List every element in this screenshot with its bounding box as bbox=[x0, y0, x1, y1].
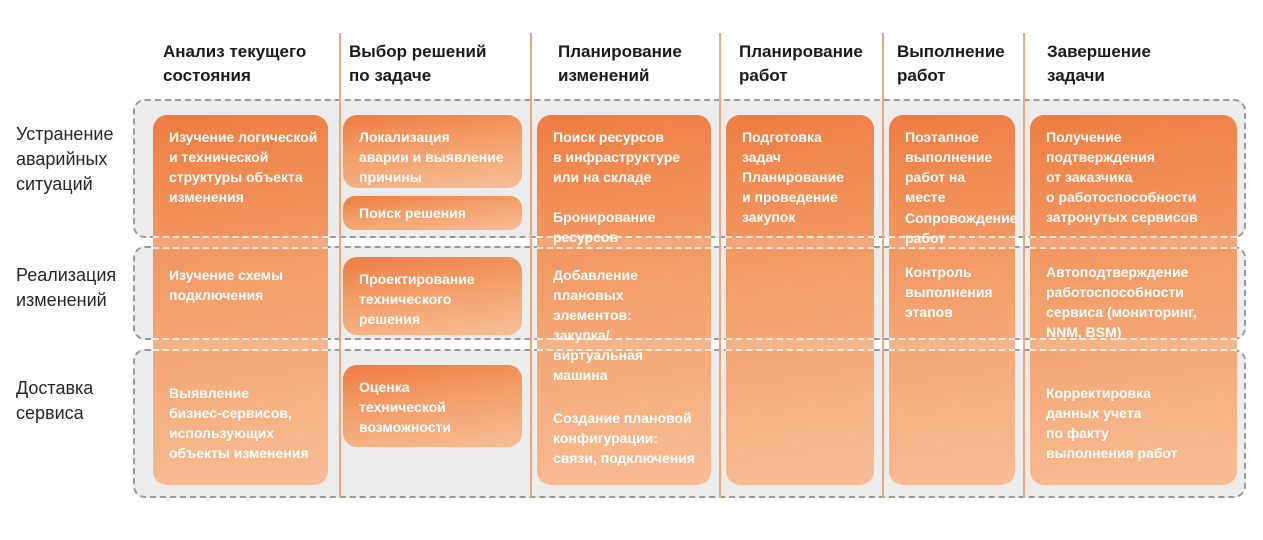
task-text: Подготовка задач bbox=[742, 129, 822, 165]
row-divider-overlay bbox=[153, 338, 328, 351]
row-divider-overlay bbox=[1030, 236, 1237, 249]
task-text: Добавление плановых элементов: закупка/ … bbox=[553, 267, 644, 383]
row-divider-overlay bbox=[726, 338, 874, 351]
row-divider-overlay bbox=[889, 236, 1015, 249]
column-divider bbox=[719, 33, 721, 498]
column-header: Планирование работ bbox=[739, 42, 863, 85]
task-card: Поиск решения bbox=[343, 196, 522, 230]
task-text: Планирование и проведение закупок bbox=[742, 169, 844, 225]
task-text: Создание плановой конфигурации: связи, п… bbox=[553, 410, 696, 466]
column-divider bbox=[882, 33, 884, 498]
row-divider-overlay bbox=[889, 338, 1015, 351]
column-header: Завершение задачи bbox=[1047, 42, 1151, 85]
task-card: Локализация аварии и выявление причины bbox=[343, 115, 522, 188]
task-card: Подготовка задач Планирование и проведен… bbox=[726, 115, 874, 485]
column-divider bbox=[1023, 33, 1025, 498]
task-text: Поэтапное выполнение работ на месте bbox=[905, 129, 993, 205]
task-card: Поэтапное выполнение работ на месте Сопр… bbox=[889, 115, 1015, 485]
column-header: Выбор решений по задаче bbox=[349, 42, 487, 85]
task-text: Изучение логической и технической структ… bbox=[169, 129, 318, 205]
task-card: Получение подтверждения от заказчика о р… bbox=[1030, 115, 1237, 485]
task-card: Изучение логической и технической структ… bbox=[153, 115, 328, 485]
task-text: Выявление бизнес-сервисов, использующих … bbox=[169, 385, 309, 461]
row-divider-overlay bbox=[1030, 338, 1237, 351]
column-divider bbox=[339, 33, 341, 498]
task-text: Изучение схемы подключения bbox=[169, 267, 284, 303]
row-label: Устранение аварийных ситуаций bbox=[16, 124, 114, 194]
column-header: Планирование изменений bbox=[558, 42, 682, 85]
row-label: Реализация изменений bbox=[16, 265, 117, 310]
task-card: Проектирование технического решения bbox=[343, 257, 522, 335]
row-divider-overlay bbox=[537, 338, 711, 351]
task-card: Поиск ресурсов в инфраструктуре или на с… bbox=[537, 115, 711, 485]
task-text: Поиск ресурсов в инфраструктуре или на с… bbox=[553, 129, 681, 185]
task-text: Поиск решения bbox=[359, 205, 466, 221]
column-header: Анализ текущего состояния bbox=[163, 42, 307, 85]
task-text: Получение подтверждения от заказчика о р… bbox=[1046, 129, 1198, 225]
task-text: Оценка технической возможности bbox=[359, 379, 451, 435]
task-text: Корректировка данных учета по факту выпо… bbox=[1046, 385, 1178, 461]
task-text: Локализация аварии и выявление причины bbox=[359, 129, 504, 185]
task-text: Бронирование ресурсов bbox=[553, 209, 656, 245]
row-label: Доставка сервиса bbox=[16, 378, 94, 423]
task-text: Проектирование технического решения bbox=[359, 271, 475, 327]
row-divider-overlay bbox=[537, 236, 711, 249]
row-divider-overlay bbox=[153, 236, 328, 249]
column-divider bbox=[530, 33, 532, 498]
task-card: Оценка технической возможности bbox=[343, 365, 522, 447]
row-divider-overlay bbox=[726, 236, 874, 249]
task-text: Контроль выполнения этапов bbox=[905, 264, 993, 320]
task-text: Сопровождение работ bbox=[905, 210, 1015, 246]
column-header: Выполнение работ bbox=[897, 42, 1005, 85]
task-text: Автоподтверждение работоспособности серв… bbox=[1046, 264, 1197, 340]
